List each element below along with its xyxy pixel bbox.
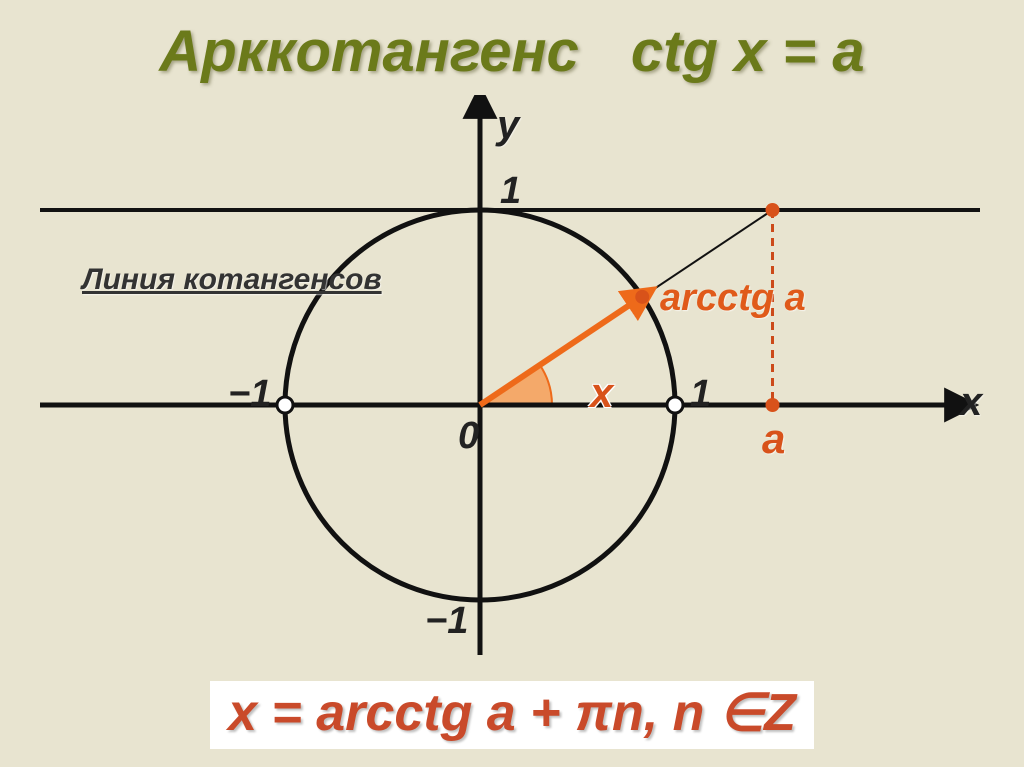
tick-one-right: 1: [690, 373, 711, 416]
tick-one-top: 1: [500, 170, 521, 213]
title-word: Арккотангенс: [159, 19, 578, 84]
page-title: Арккотангенс сtg x = a: [0, 18, 1024, 85]
formula-text: x = arcctg a + πn, n ∈Z: [210, 681, 814, 749]
origin-zero: 0: [458, 415, 479, 458]
title-equation: сtg x = a: [631, 19, 865, 84]
x-axis-label: х: [960, 380, 982, 425]
cotangent-line-label: Линия котангенсов: [82, 263, 382, 297]
arcctg-label: arcctg a: [660, 277, 806, 320]
x-angle-label: x: [590, 369, 613, 417]
y-axis-label: у: [497, 103, 519, 148]
solution-formula: x = arcctg a + πn, n ∈Z: [0, 681, 1024, 749]
unit-circle-diagram: Линия котангенсов у х 1 1 −1 −1 0 arcctg…: [0, 95, 1024, 675]
a-point-label: a: [762, 415, 785, 463]
tick-neg-one-bottom: −1: [425, 600, 468, 643]
tick-neg-one-left: −1: [228, 373, 271, 416]
